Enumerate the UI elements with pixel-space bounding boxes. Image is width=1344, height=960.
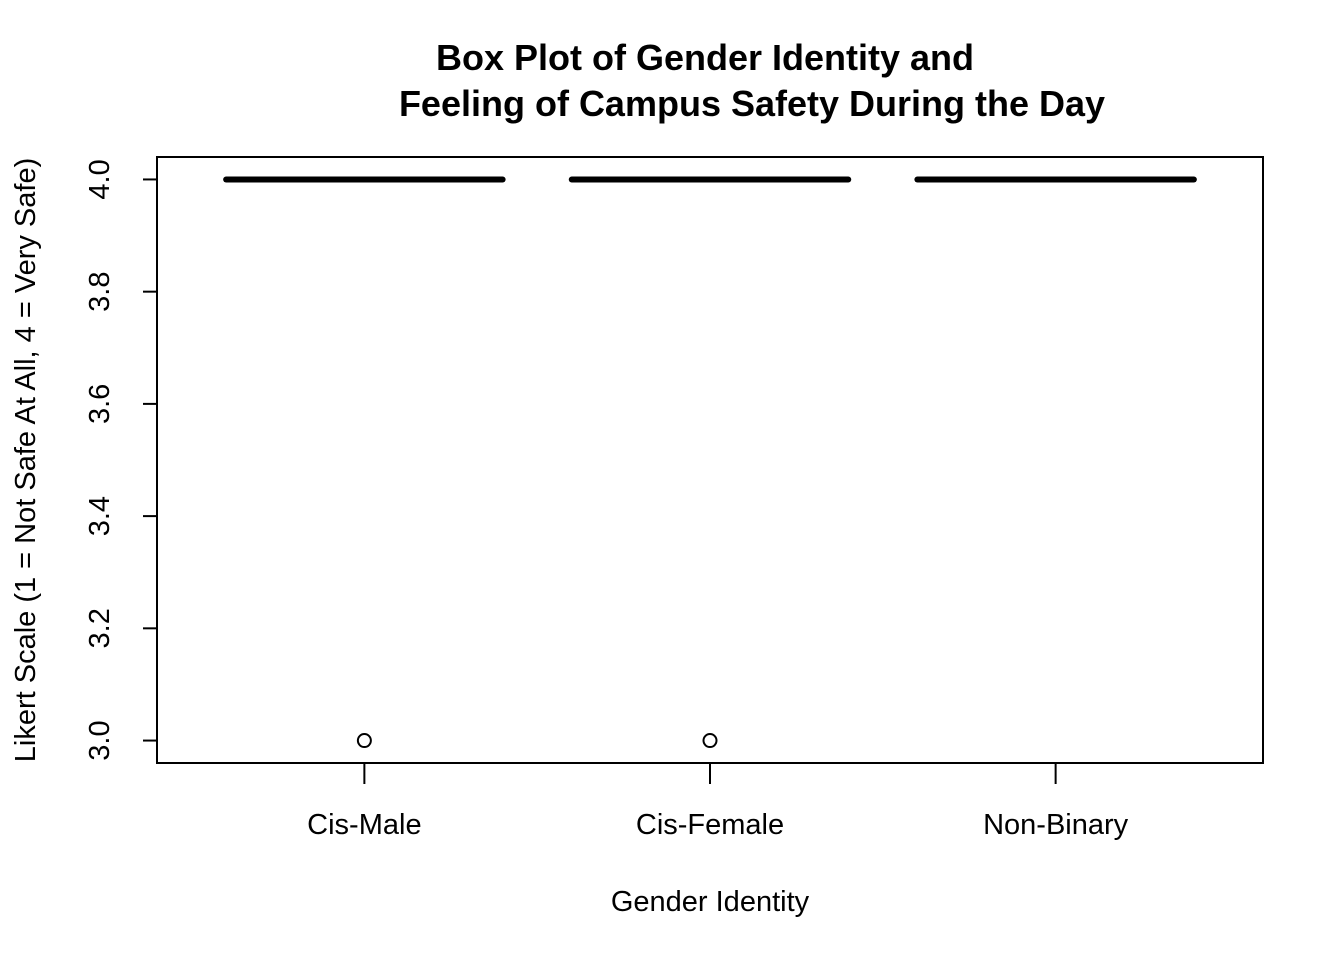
y-tick-label: 4.0 (84, 159, 116, 199)
x-tick-label: Cis-Female (636, 809, 784, 841)
y-axis: 3.0 3.2 3.4 3.6 3.8 4.0 (84, 159, 157, 761)
outlier-point (702, 733, 718, 749)
chart-title-line-2: Feeling of Campus Safety During the Day (399, 83, 1105, 124)
plot-frame (156, 156, 1264, 764)
y-tick-label: 3.6 (84, 384, 116, 424)
x-tick-label: Non-Binary (983, 809, 1129, 841)
x-tick-label: Cis-Male (307, 809, 421, 841)
y-tick-label: 3.8 (84, 272, 116, 312)
chart-title-line-1: Box Plot of Gender Identity and (436, 37, 974, 78)
box-series (223, 176, 1197, 749)
y-tick-label: 3.0 (84, 720, 116, 760)
x-axis-label: Gender Identity (611, 886, 810, 918)
outlier-point (356, 733, 372, 749)
y-axis-label: Likert Scale (1 = Not Safe At All, 4 = V… (10, 158, 42, 762)
x-axis: Cis-Male Cis-Female Non-Binary (307, 763, 1129, 841)
y-tick-label: 3.4 (84, 496, 116, 536)
y-tick-label: 3.2 (84, 608, 116, 648)
